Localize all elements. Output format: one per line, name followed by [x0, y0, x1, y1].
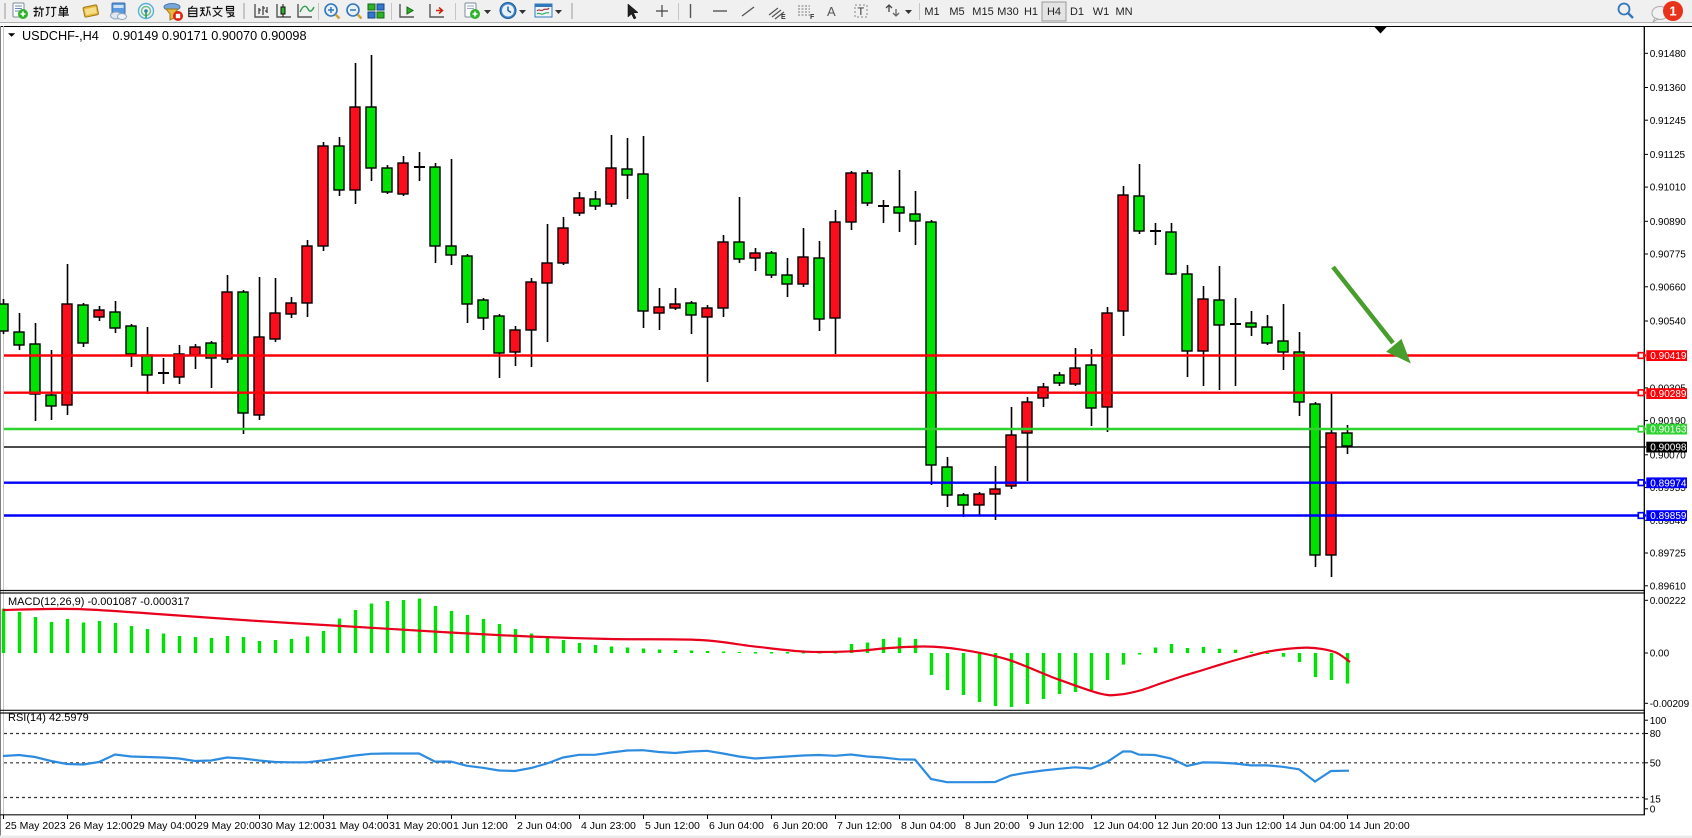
svg-text:31 May 04:00: 31 May 04:00	[325, 820, 389, 832]
svg-text:0.90540: 0.90540	[1650, 317, 1687, 328]
svg-text:USDCHF-,H4: USDCHF-,H4	[22, 29, 99, 43]
svg-text:0.00222: 0.00222	[1650, 596, 1687, 607]
svg-text:80: 80	[1650, 729, 1662, 740]
svg-text:0.91125: 0.91125	[1650, 150, 1686, 161]
svg-text:H1: H1	[1024, 6, 1038, 18]
svg-text:12 Jun 04:00: 12 Jun 04:00	[1093, 820, 1154, 832]
svg-text:0.91245: 0.91245	[1650, 116, 1687, 127]
svg-text:6 Jun 04:00: 6 Jun 04:00	[709, 820, 764, 832]
svg-text:29 May 04:00: 29 May 04:00	[133, 820, 197, 832]
svg-text:0.90775: 0.90775	[1650, 250, 1687, 261]
svg-text:29 May 20:00: 29 May 20:00	[197, 820, 261, 832]
svg-text:14 Jun 20:00: 14 Jun 20:00	[1349, 820, 1410, 832]
svg-text:0.91010: 0.91010	[1650, 183, 1687, 194]
svg-text:W1: W1	[1093, 6, 1110, 18]
svg-text:M1: M1	[924, 6, 939, 18]
svg-text:25 May 2023: 25 May 2023	[5, 820, 66, 832]
svg-text:13 Jun 12:00: 13 Jun 12:00	[1221, 820, 1282, 832]
svg-text:1: 1	[1669, 4, 1676, 19]
svg-text:H4: H4	[1047, 6, 1061, 18]
svg-text:31 May 20:00: 31 May 20:00	[389, 820, 453, 832]
svg-text:0: 0	[1650, 804, 1656, 815]
svg-text:4 Jun 23:00: 4 Jun 23:00	[581, 820, 636, 832]
svg-text:0.89610: 0.89610	[1650, 581, 1687, 592]
svg-text:0.89955: 0.89955	[1650, 483, 1687, 494]
svg-text:0.90890: 0.90890	[1650, 217, 1687, 228]
svg-text:12 Jun 20:00: 12 Jun 20:00	[1157, 820, 1218, 832]
svg-text:0.90289: 0.90289	[1650, 389, 1687, 400]
svg-text:0.90163: 0.90163	[1650, 425, 1687, 436]
svg-text:M15: M15	[972, 6, 993, 18]
svg-text:M30: M30	[997, 6, 1018, 18]
svg-text:0.90070: 0.90070	[1650, 450, 1687, 461]
svg-text:RSI(14) 42.5979: RSI(14) 42.5979	[8, 712, 89, 724]
svg-text:2 Jun 04:00: 2 Jun 04:00	[517, 820, 572, 832]
svg-text:0.90098: 0.90098	[1650, 443, 1687, 454]
svg-text:14 Jun 04:00: 14 Jun 04:00	[1285, 820, 1346, 832]
svg-text:E: E	[781, 14, 786, 21]
svg-text:M5: M5	[949, 6, 964, 18]
svg-text:F: F	[810, 14, 815, 21]
svg-text:0.00: 0.00	[1650, 649, 1670, 660]
svg-text:A: A	[827, 4, 836, 19]
svg-text:0.90660: 0.90660	[1650, 282, 1687, 293]
svg-text:0.90419: 0.90419	[1650, 351, 1687, 362]
svg-text:D1: D1	[1070, 6, 1084, 18]
svg-text:6 Jun 20:00: 6 Jun 20:00	[773, 820, 828, 832]
svg-text:7 Jun 12:00: 7 Jun 12:00	[837, 820, 892, 832]
svg-text:0.89725: 0.89725	[1650, 549, 1687, 560]
svg-text:30 May 12:00: 30 May 12:00	[261, 820, 325, 832]
svg-text:0.91360: 0.91360	[1650, 83, 1687, 94]
svg-text:0.89840: 0.89840	[1650, 516, 1687, 527]
svg-text:T: T	[858, 6, 865, 18]
svg-text:1 Jun 12:00: 1 Jun 12:00	[453, 820, 508, 832]
svg-text:0.89974: 0.89974	[1650, 478, 1687, 489]
svg-text:0.90190: 0.90190	[1650, 416, 1687, 427]
svg-text:0.91480: 0.91480	[1650, 49, 1687, 60]
svg-text:5 Jun 12:00: 5 Jun 12:00	[645, 820, 700, 832]
svg-text:MN: MN	[1115, 6, 1132, 18]
svg-text:8 Jun 04:00: 8 Jun 04:00	[901, 820, 956, 832]
svg-text:9 Jun 12:00: 9 Jun 12:00	[1029, 820, 1084, 832]
svg-text:0.90149 0.90171 0.90070 0.9009: 0.90149 0.90171 0.90070 0.90098	[113, 29, 307, 43]
svg-text:26 May 12:00: 26 May 12:00	[69, 820, 133, 832]
svg-text:0.89859: 0.89859	[1650, 511, 1687, 522]
svg-text:MACD(12,26,9) -0.001087 -0.000: MACD(12,26,9) -0.001087 -0.000317	[8, 596, 190, 608]
svg-text:50: 50	[1650, 758, 1662, 769]
svg-text:15: 15	[1650, 795, 1662, 806]
svg-text:100: 100	[1650, 716, 1667, 727]
svg-text:8 Jun 20:00: 8 Jun 20:00	[965, 820, 1020, 832]
svg-text:-0.00209: -0.00209	[1650, 699, 1690, 710]
